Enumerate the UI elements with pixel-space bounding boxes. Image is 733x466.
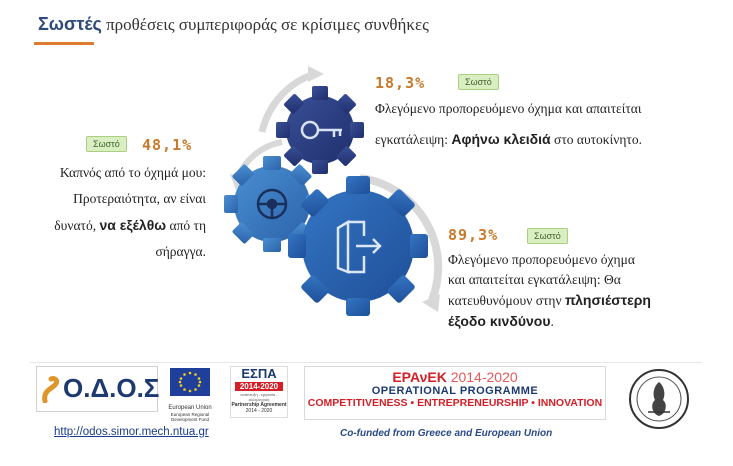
cofunded-text: Co-funded from Greece and European Union [340, 428, 553, 439]
steering-gear [224, 156, 320, 252]
badge-top: Σωστό [458, 74, 499, 90]
badge-right: Σωστό [527, 228, 568, 244]
title-rest: προθέσεις συμπεριφοράς σε κρίσιμες συνθή… [106, 15, 429, 34]
exit-gear [288, 176, 428, 316]
key-gear [276, 86, 364, 174]
title-underline [34, 42, 94, 45]
gears-graphic [224, 66, 443, 316]
road-swirl-icon [42, 376, 60, 403]
exit-door-icon [336, 219, 382, 274]
university-seal-icon [629, 369, 689, 429]
text-top: Φλεγόμενο προπορευόμενο όχημα και απαιτε… [375, 101, 642, 147]
text-right: Φλεγόμενο προπορευόμενο όχημα και απαιτε… [448, 252, 651, 329]
percent-left: 48,1% [142, 136, 193, 154]
espa-logo: ΕΣΠΑ 2014-2020 ανάπτυξη - εργασία - αλλη… [230, 366, 288, 418]
eu-flag-icon [170, 368, 210, 396]
percent-right: 89,3% [448, 226, 499, 244]
key-icon [300, 120, 342, 140]
eu-logo: European Union European Regional Develop… [164, 368, 216, 422]
odos-logo: Ο.Δ.Ο.Σ [36, 366, 159, 412]
page-title: Σωστές προθέσεις συμπεριφοράς σε κρίσιμε… [38, 14, 429, 35]
badge-left: Σωστό [86, 136, 127, 152]
footer-divider [30, 362, 702, 363]
text-left: Καπνός από το όχημά μου: Προτεραιότητα, … [54, 165, 206, 259]
title-highlight: Σωστές [38, 14, 102, 34]
website-link[interactable]: http://odos.simor.mech.ntua.gr [54, 426, 209, 438]
percent-top: 18,3% [375, 74, 426, 92]
steering-wheel-icon [256, 188, 288, 220]
epanek-banner: ΕΡΑνΕΚ 2014-2020 OPERATIONAL PROGRAMME C… [304, 366, 606, 420]
